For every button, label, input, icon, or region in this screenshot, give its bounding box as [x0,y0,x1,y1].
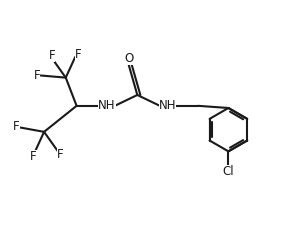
Text: F: F [30,150,37,163]
Text: F: F [57,148,64,161]
Text: F: F [13,120,20,133]
Text: NH: NH [98,99,116,112]
Text: O: O [124,52,133,65]
Text: F: F [48,49,55,62]
Text: F: F [34,68,41,82]
Text: F: F [75,48,81,61]
Text: Cl: Cl [223,165,234,178]
Text: NH: NH [159,99,176,112]
